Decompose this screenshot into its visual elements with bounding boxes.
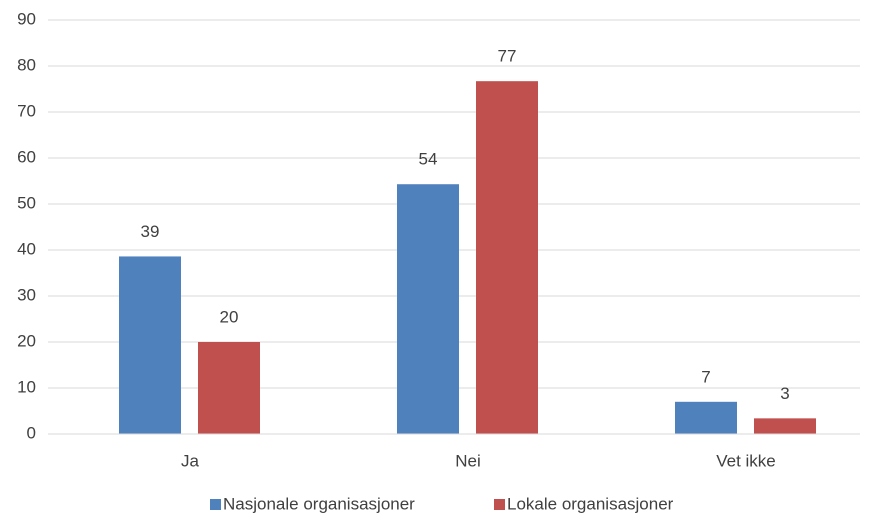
y-tick-label: 90 xyxy=(17,9,36,28)
bar xyxy=(476,81,538,435)
legend-label: Nasjonale organisasjoner xyxy=(223,494,415,513)
legend-swatch xyxy=(210,499,221,510)
x-tick-label: Nei xyxy=(455,451,481,470)
y-tick-label: 50 xyxy=(17,193,36,212)
y-tick-label: 40 xyxy=(17,239,36,258)
data-label: 39 xyxy=(141,222,160,241)
data-label: 77 xyxy=(498,47,517,66)
y-tick-label: 10 xyxy=(17,377,36,396)
x-tick-label: Vet ikke xyxy=(716,451,776,470)
data-label: 3 xyxy=(780,384,789,403)
y-tick-label: 70 xyxy=(17,101,36,120)
bar xyxy=(754,418,816,434)
x-tick-label: Ja xyxy=(181,451,200,470)
y-tick-label: 20 xyxy=(17,331,36,350)
y-tick-label: 30 xyxy=(17,285,36,304)
bar xyxy=(119,256,181,434)
y-tick-label: 0 xyxy=(27,423,36,442)
bar xyxy=(675,401,737,434)
y-tick-label: 80 xyxy=(17,55,36,74)
data-label: 7 xyxy=(701,367,710,386)
y-tick-label: 60 xyxy=(17,147,36,166)
data-label: 20 xyxy=(220,307,239,326)
legend-swatch xyxy=(494,499,505,510)
data-label: 54 xyxy=(419,150,438,169)
bar xyxy=(397,184,459,434)
bar xyxy=(198,342,260,434)
legend-label: Lokale organisasjoner xyxy=(507,494,674,513)
